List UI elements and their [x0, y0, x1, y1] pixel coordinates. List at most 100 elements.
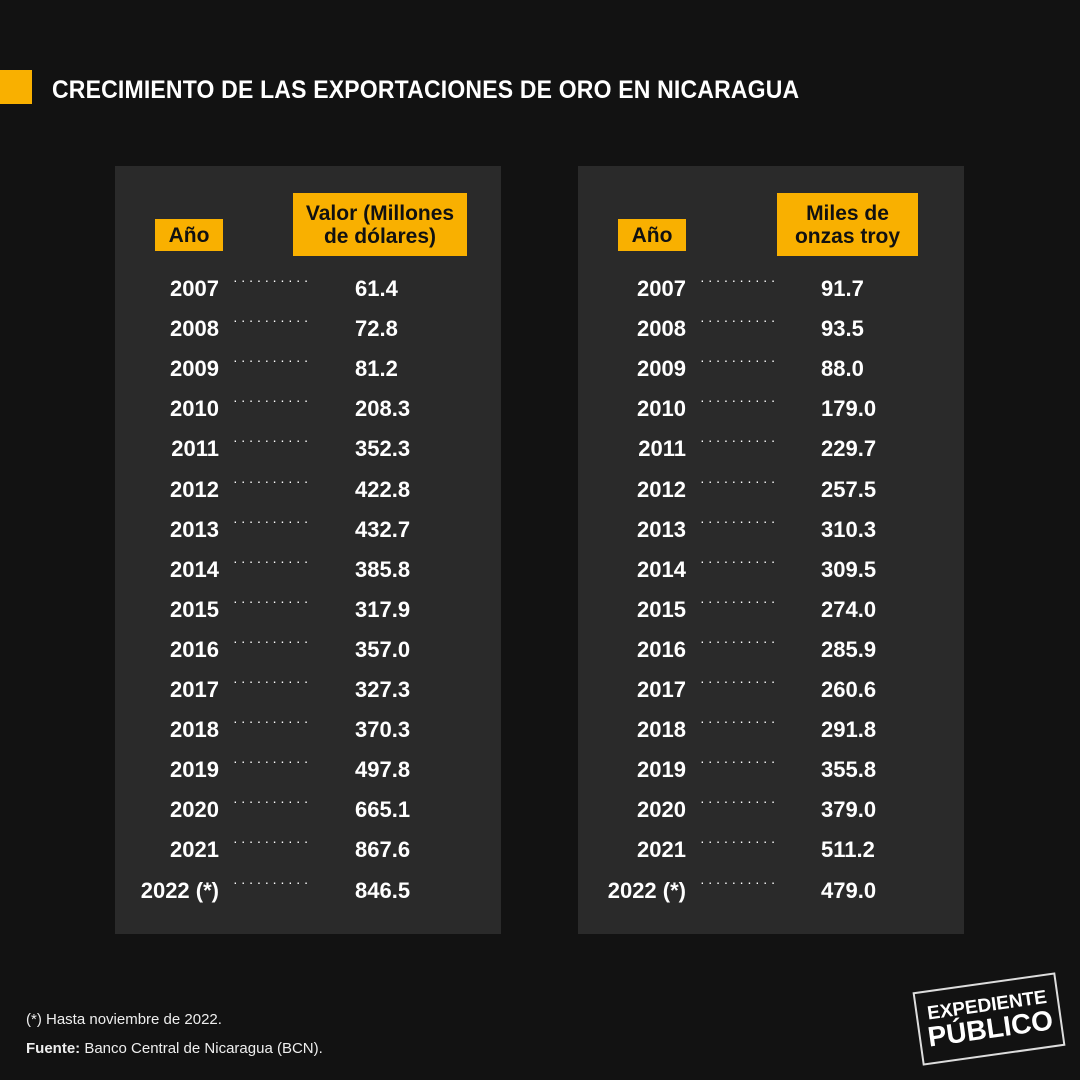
- value-cell: 497.8: [355, 757, 411, 783]
- value-cell: 432.7: [355, 516, 411, 542]
- value-cell: 846.5: [355, 877, 411, 903]
- value-cell: 309.5: [821, 556, 877, 582]
- dot-leader: ··········: [233, 713, 312, 730]
- table-row: 2012 ·········· 257.5: [578, 473, 964, 507]
- year-cell: 2013: [637, 516, 686, 542]
- table-row: 2020 ·········· 665.1: [115, 793, 501, 827]
- dot-leader: ··········: [700, 753, 779, 770]
- dot-leader: ··········: [233, 833, 312, 850]
- year-cell: 2010: [637, 396, 686, 422]
- value-cell: 352.3: [355, 436, 411, 462]
- value-cell: 479.0: [821, 877, 877, 903]
- dot-leader: ··········: [233, 432, 312, 449]
- value-cell: 285.9: [821, 636, 877, 662]
- value-cell: 422.8: [355, 476, 411, 502]
- table-row: 2018 ·········· 370.3: [115, 713, 501, 747]
- value-cell: 357.0: [355, 636, 411, 662]
- table-row: 2012 ·········· 422.8: [115, 473, 501, 507]
- table-row: 2011 ·········· 352.3: [115, 432, 501, 466]
- dot-leader: ··········: [233, 673, 312, 689]
- year-cell: 2019: [170, 757, 219, 783]
- value-cell: 260.6: [821, 677, 877, 702]
- year-cell: 2018: [170, 717, 219, 743]
- table-row: 2021 ·········· 867.6: [115, 833, 501, 867]
- table-row: 2019 ·········· 497.8: [115, 753, 501, 787]
- value-cell: 91.7: [821, 276, 864, 301]
- dot-leader: ··········: [700, 472, 779, 489]
- table-row: 2009 ·········· 81.2: [115, 352, 501, 386]
- title-accent-bar: [0, 70, 32, 104]
- year-cell: 2007: [637, 276, 686, 301]
- dot-leader: ··········: [233, 873, 312, 890]
- dot-leader: ··········: [700, 673, 779, 689]
- table-row: 2022 (*) ·········· 479.0: [578, 874, 964, 908]
- table-row: 2017 ·········· 327.3: [115, 673, 501, 707]
- table-row: 2008 ·········· 93.5: [578, 312, 964, 346]
- table-row: 2021 ·········· 511.2: [578, 833, 964, 867]
- value-cell: 61.4: [355, 276, 398, 301]
- table-row: 2019 ·········· 355.8: [578, 753, 964, 787]
- year-cell: 2016: [637, 636, 686, 662]
- year-cell: 2010: [170, 396, 219, 422]
- table-row: 2013 ·········· 310.3: [578, 513, 964, 547]
- value-cell: 385.8: [355, 556, 411, 582]
- table-row: 2007 ·········· 61.4: [115, 272, 501, 306]
- ounces-header: Miles de onzas troy: [777, 193, 918, 256]
- dot-leader: ··········: [700, 392, 779, 409]
- year-cell: 2020: [637, 797, 686, 823]
- table-row: 2017 ·········· 260.6: [578, 673, 964, 707]
- dot-leader: ··········: [700, 552, 779, 569]
- dot-leader: ··········: [233, 272, 312, 288]
- year-cell: 2014: [170, 556, 219, 582]
- source-text: Banco Central de Nicaragua (BCN).: [80, 1040, 323, 1057]
- year-header: Año: [155, 219, 223, 251]
- year-cell: 2017: [170, 677, 219, 702]
- source-note: Fuente: Banco Central de Nicaragua (BCN)…: [26, 1040, 323, 1057]
- year-header: Año: [618, 219, 686, 251]
- value-cell: 291.8: [821, 717, 877, 743]
- year-cell: 2015: [170, 596, 219, 622]
- dot-leader: ··········: [700, 632, 779, 649]
- table-row: 2016 ·········· 285.9: [578, 633, 964, 667]
- value-header: Valor (Millones de dólares): [293, 193, 467, 256]
- ounces-table-panel: Año Miles de onzas troy 2007 ·········· 91…: [578, 166, 964, 934]
- footnote: (*) Hasta noviembre de 2022.: [26, 1011, 222, 1028]
- year-cell: 2013: [170, 516, 219, 542]
- table-row: 2013 ·········· 432.7: [115, 513, 501, 547]
- table-row: 2015 ·········· 274.0: [578, 593, 964, 627]
- year-cell: 2019: [637, 757, 686, 783]
- year-cell: 2022 (*): [607, 877, 686, 903]
- year-cell: 2014: [637, 556, 686, 582]
- value-cell: 179.0: [821, 396, 877, 422]
- value-cell: 274.0: [821, 596, 877, 622]
- year-cell: 2009: [637, 356, 686, 382]
- year-cell: 2022 (*): [140, 877, 219, 903]
- year-cell: 2012: [637, 476, 686, 502]
- value-cell: 310.3: [821, 516, 877, 542]
- table-row: 2010 ·········· 208.3: [115, 392, 501, 426]
- table-row: 2014 ·········· 309.5: [578, 553, 964, 587]
- table-row: 2008 ·········· 72.8: [115, 312, 501, 346]
- dot-leader: ··········: [233, 352, 312, 369]
- dot-leader: ··········: [700, 713, 779, 730]
- value-cell: 327.3: [355, 677, 411, 702]
- table-row: 2007 ·········· 91.7: [578, 272, 964, 306]
- year-cell: 2008: [637, 316, 686, 342]
- dot-leader: ··········: [233, 312, 312, 329]
- year-cell: 2007: [170, 276, 219, 301]
- table-row: 2010 ·········· 179.0: [578, 392, 964, 426]
- dot-leader: ··········: [233, 753, 312, 770]
- dot-leader: ··········: [700, 312, 779, 329]
- value-cell: 88.0: [821, 356, 864, 382]
- table-row: 2015 ·········· 317.9: [115, 593, 501, 627]
- value-cell: 355.8: [821, 757, 877, 783]
- value-cell: 511.2: [821, 837, 875, 863]
- dot-leader: ··········: [233, 472, 312, 489]
- year-cell: 2021: [170, 837, 219, 863]
- year-cell: 2016: [170, 636, 219, 662]
- dot-leader: ··········: [233, 793, 312, 810]
- expediente-publico-logo: EXPEDIENTE PÚBLICO: [912, 972, 1066, 1066]
- table-row: 2014 ·········· 385.8: [115, 553, 501, 587]
- value-cell: 257.5: [821, 476, 877, 502]
- year-cell: 2011: [638, 436, 686, 462]
